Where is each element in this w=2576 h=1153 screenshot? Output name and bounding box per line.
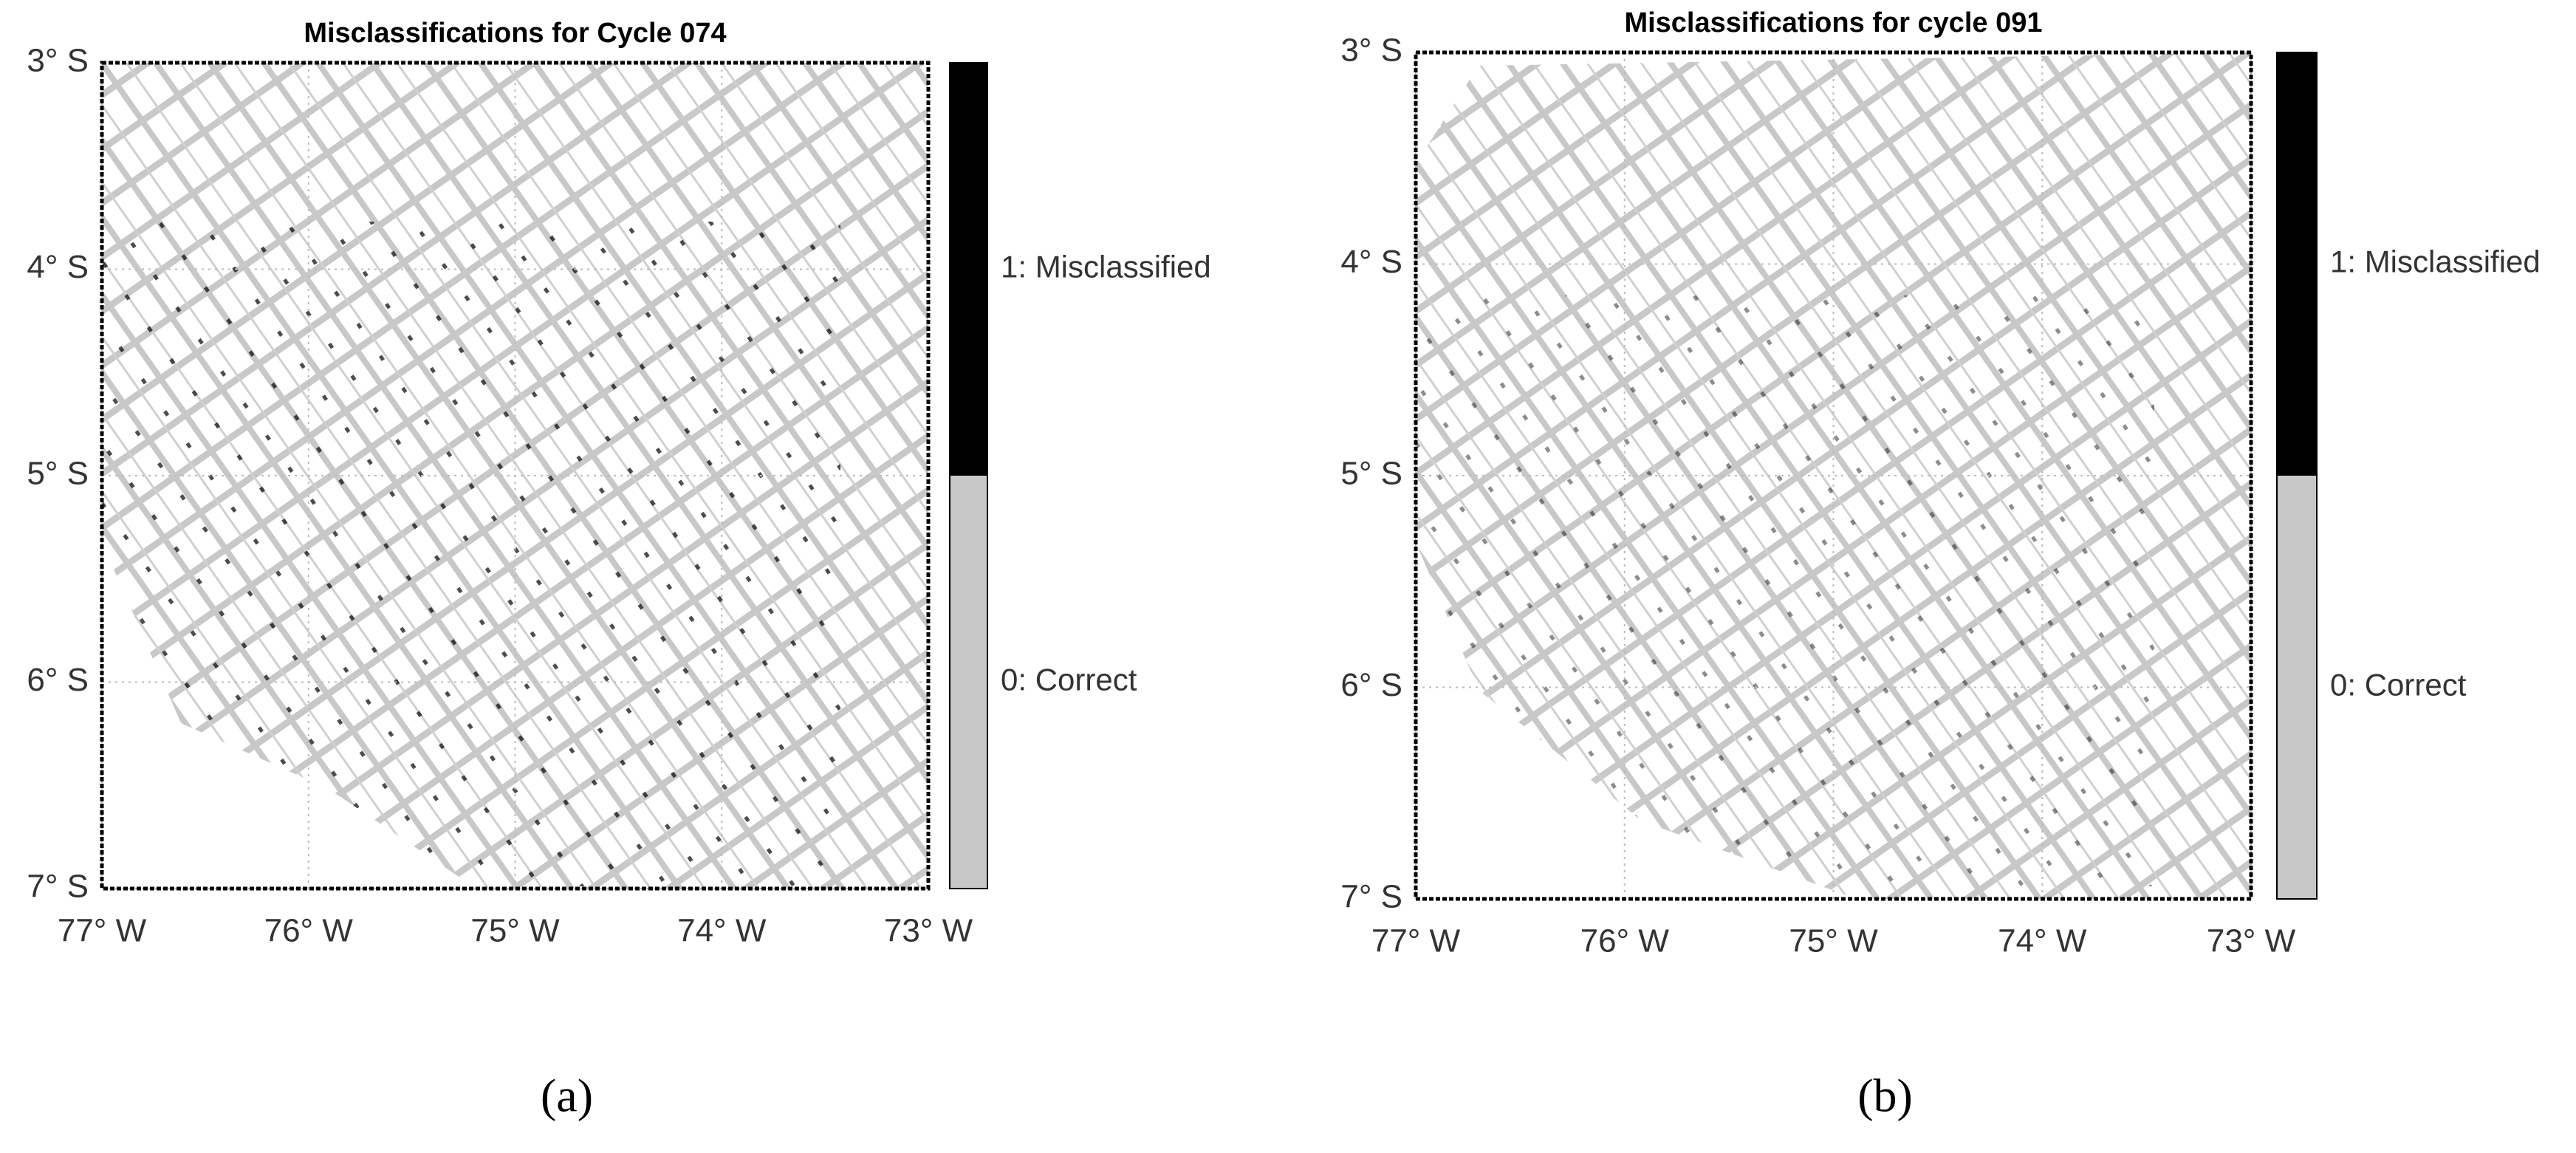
x-tick-label: 73° W	[884, 913, 973, 949]
y-tick-label: 5° S	[1340, 456, 1402, 492]
colorbar-segment	[950, 476, 987, 889]
colorbar-segment	[2277, 476, 2317, 899]
y-tick-label: 4° S	[27, 249, 89, 285]
x-tick-label: 77° W	[58, 913, 147, 949]
panel-label: (a)	[541, 1070, 593, 1122]
y-tick-label: 6° S	[27, 662, 89, 698]
chart-title: Misclassifications for Cycle 074	[304, 18, 726, 49]
x-tick-label: 77° W	[1371, 923, 1461, 959]
colorbar-label: 1: Misclassified	[1001, 250, 1211, 284]
y-tick-label: 7° S	[1340, 879, 1402, 915]
x-tick-label: 76° W	[1580, 923, 1670, 959]
x-tick-label: 74° W	[1998, 923, 2087, 959]
colorbar-segment	[950, 63, 987, 476]
colorbar-segment	[2277, 52, 2317, 476]
colorbar-label: 0: Correct	[2330, 668, 2467, 702]
colorbar-frame	[949, 62, 988, 889]
plot-frame	[100, 61, 931, 891]
x-tick-label: 73° W	[2207, 923, 2296, 959]
x-tick-label: 74° W	[677, 913, 767, 949]
track-texture	[102, 52, 2251, 899]
y-tick-label: 7° S	[27, 869, 89, 905]
plot-frame	[1414, 50, 2253, 901]
panel-label: (b)	[1857, 1070, 1913, 1122]
colorbar-label: 0: Correct	[1001, 663, 1137, 697]
y-tick-label: 5° S	[27, 456, 89, 492]
colorbar-label: 1: Misclassified	[2330, 244, 2541, 279]
x-tick-label: 76° W	[264, 913, 354, 949]
chart-title: Misclassifications for cycle 091	[1624, 7, 2042, 38]
y-tick-label: 4° S	[1340, 244, 1402, 280]
colorbar-frame	[2276, 52, 2318, 900]
y-tick-label: 3° S	[27, 43, 89, 79]
x-tick-label: 75° W	[1789, 923, 1878, 959]
x-tick-label: 75° W	[470, 913, 560, 949]
y-tick-label: 6° S	[1340, 667, 1402, 703]
y-tick-label: 3° S	[1340, 32, 1402, 69]
